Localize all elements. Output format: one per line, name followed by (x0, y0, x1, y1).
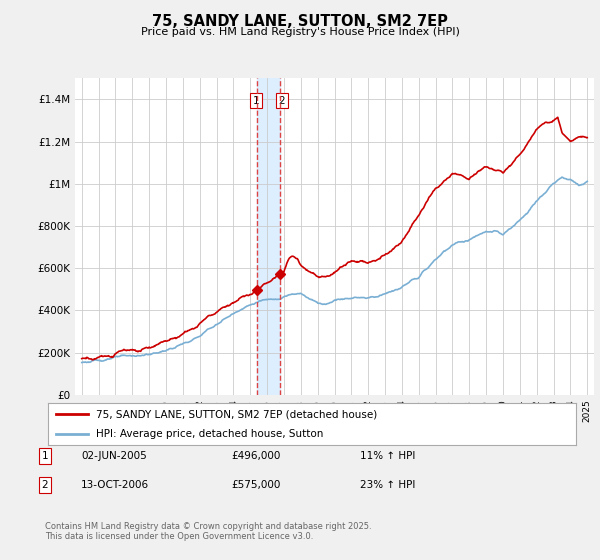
Text: HPI: Average price, detached house, Sutton: HPI: Average price, detached house, Sutt… (95, 430, 323, 439)
Text: 23% ↑ HPI: 23% ↑ HPI (360, 480, 415, 490)
Text: Contains HM Land Registry data © Crown copyright and database right 2025.
This d: Contains HM Land Registry data © Crown c… (45, 522, 371, 542)
Text: £496,000: £496,000 (231, 451, 280, 461)
Text: 02-JUN-2005: 02-JUN-2005 (81, 451, 147, 461)
Text: 1: 1 (41, 451, 49, 461)
Text: Price paid vs. HM Land Registry's House Price Index (HPI): Price paid vs. HM Land Registry's House … (140, 27, 460, 37)
Bar (257, 78, 280, 395)
Text: 11% ↑ HPI: 11% ↑ HPI (360, 451, 415, 461)
Text: £575,000: £575,000 (231, 480, 280, 490)
Text: 1: 1 (253, 96, 259, 105)
Text: 2: 2 (278, 96, 285, 105)
Text: 13-OCT-2006: 13-OCT-2006 (81, 480, 149, 490)
Text: 2: 2 (41, 480, 49, 490)
Text: 75, SANDY LANE, SUTTON, SM2 7EP: 75, SANDY LANE, SUTTON, SM2 7EP (152, 14, 448, 29)
Text: 75, SANDY LANE, SUTTON, SM2 7EP (detached house): 75, SANDY LANE, SUTTON, SM2 7EP (detache… (95, 409, 377, 419)
